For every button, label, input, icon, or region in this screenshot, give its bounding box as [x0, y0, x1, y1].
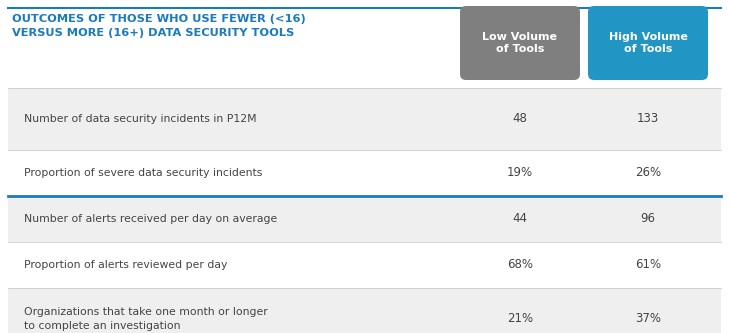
Text: 44: 44 — [512, 212, 528, 225]
Text: 48: 48 — [512, 113, 528, 126]
Text: 37%: 37% — [635, 312, 661, 325]
Text: Proportion of alerts reviewed per day: Proportion of alerts reviewed per day — [24, 260, 227, 270]
Bar — [8, 288, 721, 333]
Text: Proportion of severe data security incidents: Proportion of severe data security incid… — [24, 168, 262, 178]
Text: 19%: 19% — [507, 166, 533, 179]
Text: Organizations that take one month or longer
to complete an investigation: Organizations that take one month or lon… — [24, 307, 268, 331]
Bar — [8, 88, 721, 150]
Text: High Volume
of Tools: High Volume of Tools — [609, 32, 687, 54]
Text: Number of alerts received per day on average: Number of alerts received per day on ave… — [24, 214, 277, 224]
Text: Low Volume
of Tools: Low Volume of Tools — [483, 32, 558, 54]
Text: 61%: 61% — [635, 258, 661, 271]
Text: 133: 133 — [637, 113, 659, 126]
Text: OUTCOMES OF THOSE WHO USE FEWER (<16)
VERSUS MORE (16+) DATA SECURITY TOOLS: OUTCOMES OF THOSE WHO USE FEWER (<16) VE… — [12, 14, 305, 38]
Bar — [8, 150, 721, 196]
Bar — [8, 242, 721, 288]
Text: Number of data security incidents in P12M: Number of data security incidents in P12… — [24, 114, 257, 124]
Text: 26%: 26% — [635, 166, 661, 179]
Text: 96: 96 — [641, 212, 655, 225]
Text: 21%: 21% — [507, 312, 533, 325]
FancyBboxPatch shape — [588, 6, 708, 80]
Bar — [8, 196, 721, 242]
FancyBboxPatch shape — [460, 6, 580, 80]
Text: 68%: 68% — [507, 258, 533, 271]
